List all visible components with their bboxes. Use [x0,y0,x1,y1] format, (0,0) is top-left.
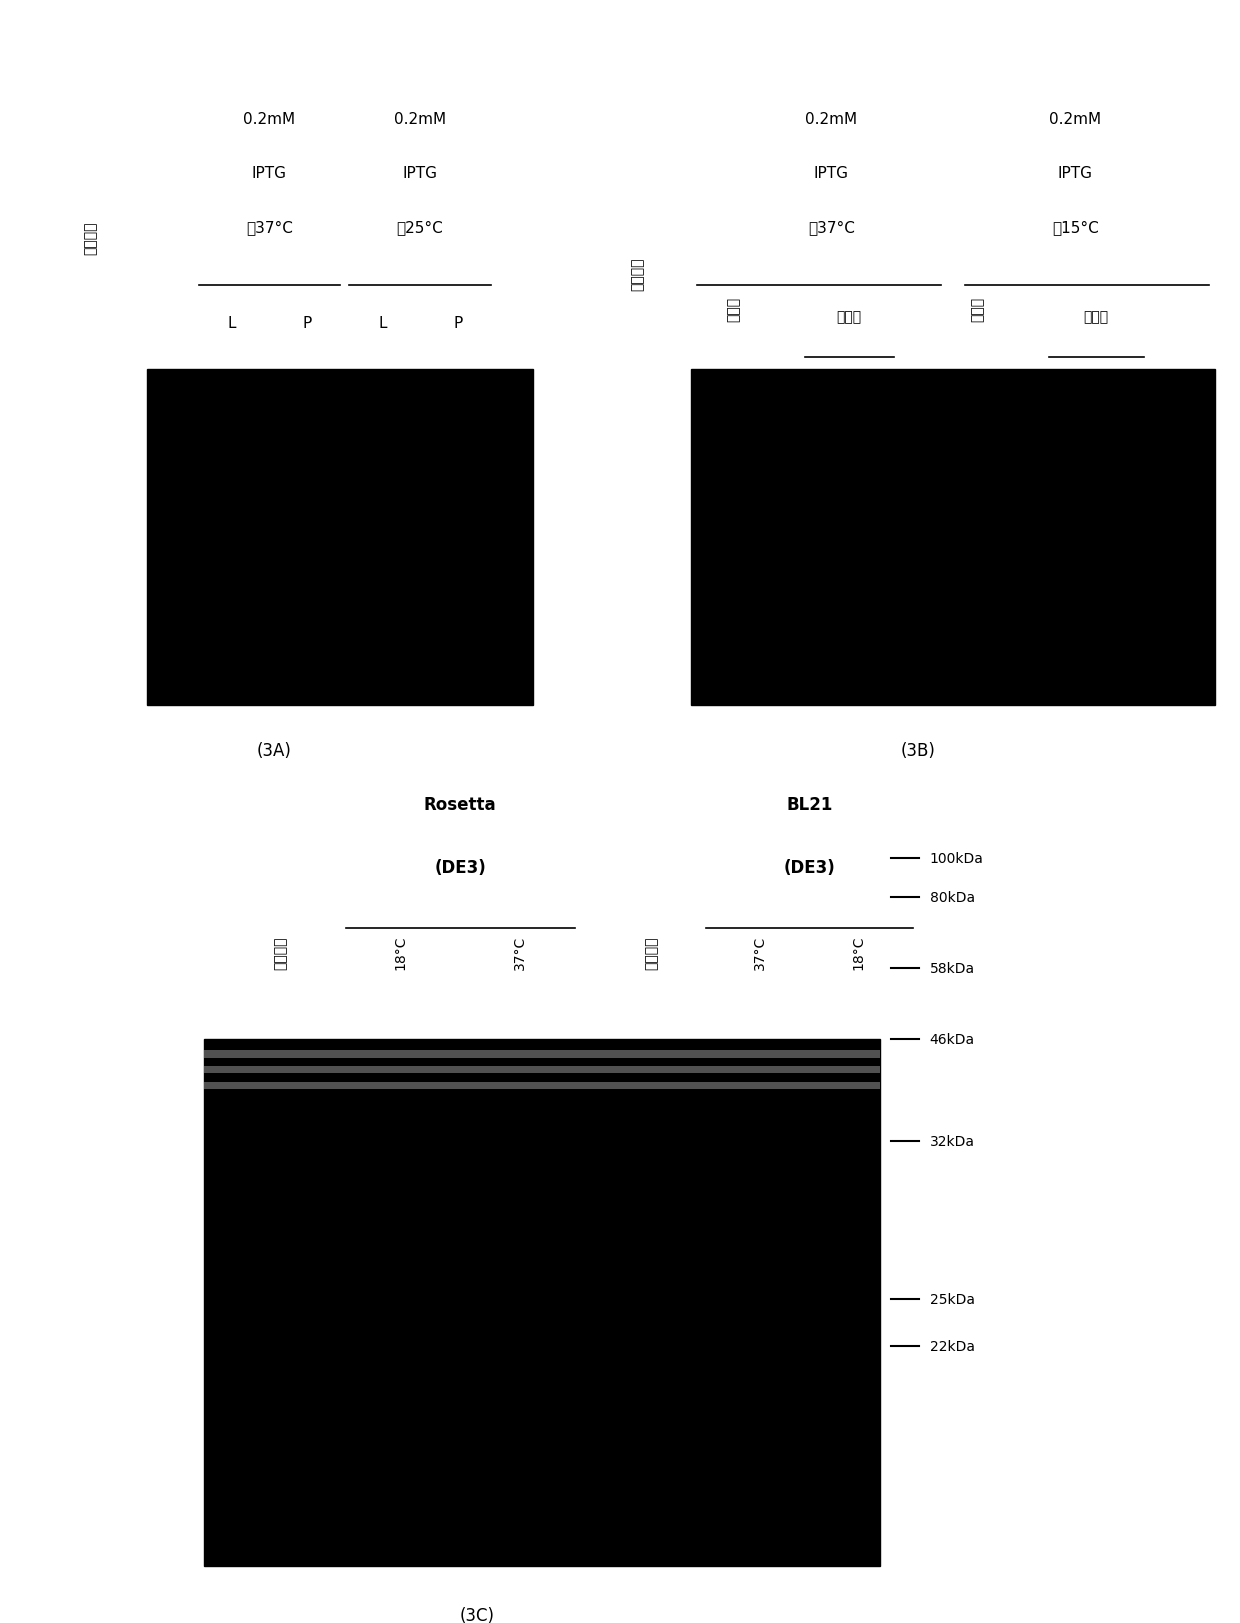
Text: 在15°C: 在15°C [1052,219,1099,235]
Text: (3C): (3C) [459,1605,495,1623]
Text: 裂解后: 裂解后 [837,310,862,323]
Text: P: P [1055,381,1065,396]
Text: P: P [453,316,463,331]
Text: Rosetta: Rosetta [424,795,496,813]
Text: 未诱导的: 未诱导的 [631,256,645,291]
Text: 裂解前: 裂解前 [970,297,985,323]
Text: 46kDa: 46kDa [930,1032,975,1047]
Text: 25kDa: 25kDa [930,1292,975,1307]
Bar [146,370,533,706]
Text: BL21: BL21 [786,795,832,813]
Text: 裂解前: 裂解前 [727,297,740,323]
Text: 未诱导的: 未诱导的 [273,936,288,969]
Text: 37°C: 37°C [513,935,527,969]
Text: 0.2mM: 0.2mM [1049,112,1101,127]
Text: 0.2mM: 0.2mM [805,112,857,127]
Text: 22kDa: 22kDa [930,1339,975,1354]
Text: 0.2mM: 0.2mM [394,112,446,127]
Text: (3A): (3A) [257,742,291,760]
Text: 18°C: 18°C [393,935,407,969]
Text: 80kDa: 80kDa [930,891,975,904]
Text: IPTG: IPTG [403,166,438,180]
Text: 0.2mM: 0.2mM [243,112,295,127]
Text: 37°C: 37°C [754,935,768,969]
Bar [203,1083,880,1089]
Text: IPTG: IPTG [252,166,286,180]
Bar [203,1066,880,1074]
Text: 在37°C: 在37°C [807,219,854,235]
Bar [203,1050,880,1058]
Text: 在25°C: 在25°C [397,219,444,235]
Text: S: S [1121,381,1131,396]
Text: 58kDa: 58kDa [930,961,975,975]
Text: 32kDa: 32kDa [930,1134,975,1149]
Text: (DE3): (DE3) [784,859,836,876]
Bar [203,1039,880,1566]
Text: P: P [303,316,311,331]
Text: L: L [378,316,387,331]
Text: 未诱导的: 未诱导的 [645,936,658,969]
Text: 100kDa: 100kDa [930,850,983,865]
Text: L: L [227,316,236,331]
Text: P: P [812,381,821,396]
Text: (DE3): (DE3) [434,859,486,876]
Text: 在37°C: 在37°C [246,219,293,235]
Text: 裂解后: 裂解后 [1084,310,1109,323]
Bar [692,370,1215,706]
Text: S: S [877,381,887,396]
Text: 未诱导的: 未诱导的 [83,221,97,255]
Text: (3B): (3B) [900,742,935,760]
Text: IPTG: IPTG [813,166,849,180]
Text: 18°C: 18°C [852,935,866,969]
Text: IPTG: IPTG [1058,166,1092,180]
